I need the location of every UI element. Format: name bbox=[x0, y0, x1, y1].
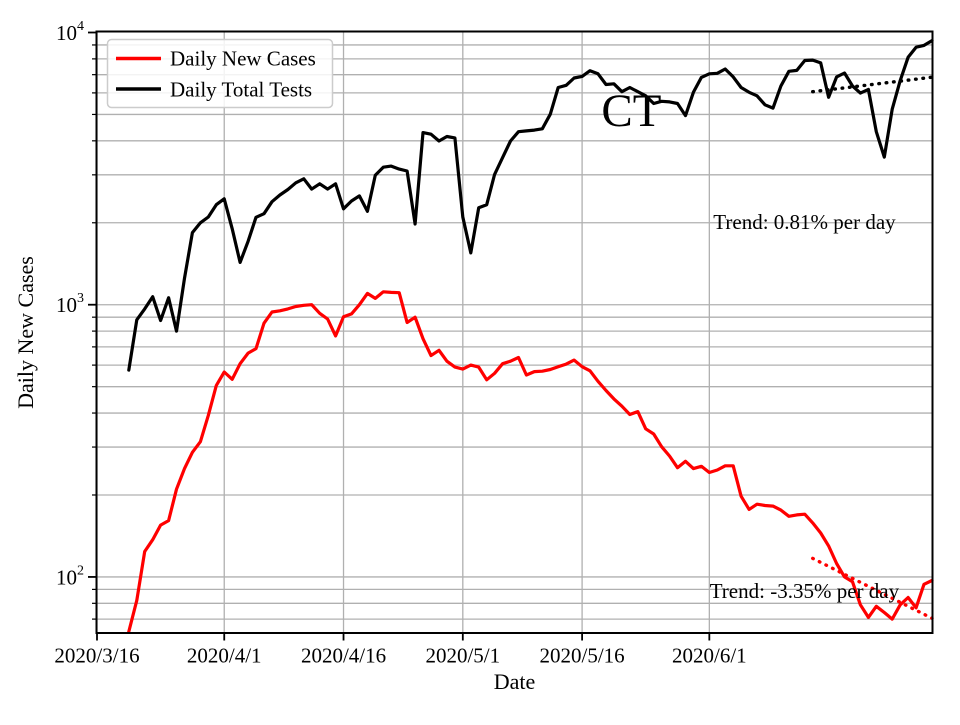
legend: Daily New Cases Daily Total Tests bbox=[106, 38, 334, 109]
trend-line-0 bbox=[811, 75, 934, 94]
x-axis-title: Date bbox=[494, 669, 536, 694]
data-series bbox=[127, 38, 934, 634]
axis-tick-labels: 2020/3/16 2020/4/1 2020/4/16 2020/5/1 2020/5… bbox=[54, 19, 746, 668]
trend-line-1 bbox=[811, 556, 934, 620]
series-line-daily-total-tests bbox=[127, 38, 934, 372]
state-annotation: CT bbox=[601, 85, 661, 137]
legend-label-daily-new-cases: Daily New Cases bbox=[170, 47, 316, 71]
y-tick-label: 102 bbox=[56, 563, 84, 589]
series-line-daily-new-cases bbox=[127, 290, 934, 634]
y-tick-label: 103 bbox=[56, 291, 84, 317]
x-tick-label: 2020/5/1 bbox=[425, 644, 500, 668]
x-tick-label: 2020/5/16 bbox=[540, 644, 625, 668]
x-tick-label: 2020/6/1 bbox=[672, 644, 747, 668]
plot-border bbox=[95, 30, 934, 634]
y-tick-label: 104 bbox=[56, 19, 84, 45]
y-axis-title: Daily New Cases bbox=[13, 256, 38, 409]
grid-lines bbox=[96, 32, 932, 633]
cases-trend-label: Trend: -3.35% per day bbox=[710, 579, 900, 603]
legend-label-daily-total-tests: Daily Total Tests bbox=[170, 78, 312, 102]
tests-trend-label: Trend: 0.81% per day bbox=[713, 210, 896, 234]
trend-dotted-lines bbox=[811, 75, 934, 620]
legend-box bbox=[106, 38, 334, 109]
x-tick-label: 2020/4/1 bbox=[187, 644, 262, 668]
x-tick-label: 2020/4/16 bbox=[301, 644, 386, 668]
x-tick-label: 2020/3/16 bbox=[54, 644, 139, 668]
